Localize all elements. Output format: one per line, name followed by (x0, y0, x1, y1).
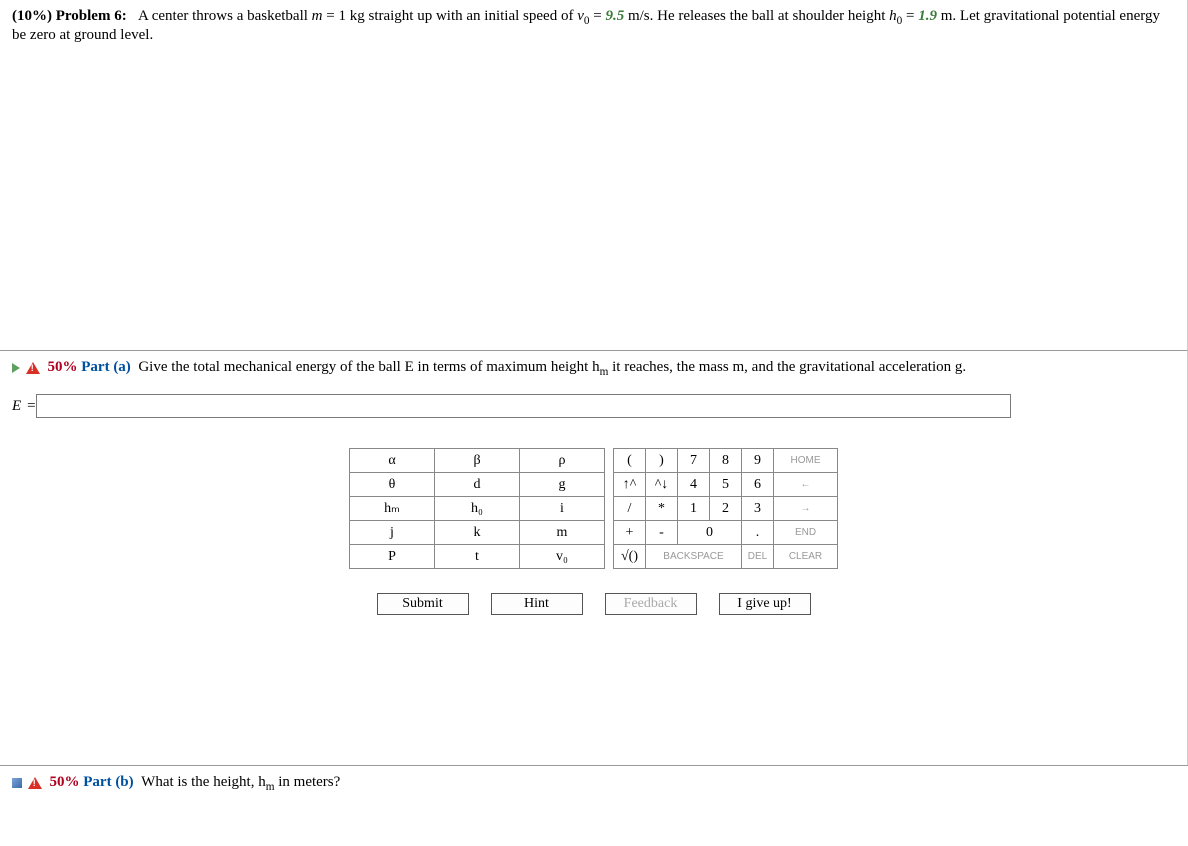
key-m[interactable]: m (520, 521, 605, 545)
key-5[interactable]: 5 (710, 473, 742, 497)
key-dot[interactable]: . (742, 521, 774, 545)
key-mul[interactable]: * (646, 497, 678, 521)
key-i[interactable]: i (520, 497, 605, 521)
key-9[interactable]: 9 (742, 449, 774, 473)
key-alpha[interactable]: α (350, 449, 435, 473)
m-eq: = 1 kg straight up with an initial speed… (323, 8, 578, 24)
key-g[interactable]: g (520, 473, 605, 497)
part-a-percent: 50% (48, 359, 78, 375)
key-up[interactable]: ↑^ (614, 473, 646, 497)
stop-icon[interactable] (12, 778, 22, 788)
key-k[interactable]: k (435, 521, 520, 545)
part-a-text2: in terms of maximum height (414, 359, 592, 375)
part-b-label: Part (b) (83, 774, 133, 790)
v-symbol: v (577, 8, 584, 24)
part-a-m: m (732, 359, 744, 375)
part-a-hm: h (592, 359, 600, 375)
warning-icon-b (28, 777, 42, 789)
part-a-text3: it reaches, the mass (608, 359, 732, 375)
key-sqrt[interactable]: √() (614, 545, 646, 569)
giveup-button[interactable]: I give up! (719, 593, 811, 615)
action-buttons: Submit Hint Feedback I give up! (0, 579, 1188, 625)
part-b-hm: h (258, 774, 266, 790)
key-end[interactable]: END (774, 521, 838, 545)
m-symbol: m (312, 8, 323, 24)
answer-input[interactable] (36, 394, 1011, 418)
key-rparen[interactable]: ) (646, 449, 678, 473)
blank-space (0, 50, 1188, 350)
key-backspace[interactable]: BACKSPACE (646, 545, 742, 569)
key-7[interactable]: 7 (678, 449, 710, 473)
key-clear[interactable]: CLEAR (774, 545, 838, 569)
feedback-button[interactable]: Feedback (605, 593, 697, 615)
h-symbol: h (889, 8, 897, 24)
key-6[interactable]: 6 (742, 473, 774, 497)
part-b-percent: 50% (50, 774, 80, 790)
play-icon[interactable] (12, 363, 20, 373)
part-b-row: 50% Part (b) What is the height, hm in m… (0, 765, 1188, 801)
keypad-wrap: αβρ θdg hₘh₀i jkm Ptv₀ ( ) 7 8 9 HOME ↑^… (0, 428, 1188, 579)
key-rho[interactable]: ρ (520, 449, 605, 473)
key-P[interactable]: P (350, 545, 435, 569)
v-eq: = (589, 8, 605, 24)
key-minus[interactable]: - (646, 521, 678, 545)
keypad: αβρ θdg hₘh₀i jkm Ptv₀ ( ) 7 8 9 HOME ↑^… (349, 448, 838, 569)
v-value: 9.5 (605, 8, 624, 24)
problem-text-1: A center throws a basketball (138, 8, 312, 24)
key-4[interactable]: 4 (678, 473, 710, 497)
problem-label: Problem 6: (56, 8, 127, 24)
problem-percent: (10%) (12, 8, 52, 24)
part-a-text1: Give the total mechanical energy of the … (138, 359, 404, 375)
key-2[interactable]: 2 (710, 497, 742, 521)
key-3[interactable]: 3 (742, 497, 774, 521)
h-eq: = (902, 8, 918, 24)
v-unit: m/s. He releases the ball at shoulder he… (624, 8, 889, 24)
answer-label: E (12, 398, 21, 415)
key-j[interactable]: j (350, 521, 435, 545)
submit-button[interactable]: Submit (377, 593, 469, 615)
key-plus[interactable]: + (614, 521, 646, 545)
key-div[interactable]: / (614, 497, 646, 521)
key-v0[interactable]: v₀ (520, 545, 605, 569)
key-right[interactable]: → (774, 497, 838, 521)
key-t[interactable]: t (435, 545, 520, 569)
variable-keys: αβρ θdg hₘh₀i jkm Ptv₀ (349, 448, 605, 569)
h-value: 1.9 (918, 8, 937, 24)
key-lparen[interactable]: ( (614, 449, 646, 473)
part-a-label: Part (a) (81, 359, 131, 375)
key-down[interactable]: ^↓ (646, 473, 678, 497)
key-home[interactable]: HOME (774, 449, 838, 473)
key-h0[interactable]: h₀ (435, 497, 520, 521)
part-b-text2: in meters? (274, 774, 340, 790)
key-d[interactable]: d (435, 473, 520, 497)
answer-row: E = (0, 384, 1188, 428)
problem-header: (10%) Problem 6: A center throws a baske… (0, 0, 1188, 50)
key-0[interactable]: 0 (678, 521, 742, 545)
key-left[interactable]: ← (774, 473, 838, 497)
key-beta[interactable]: β (435, 449, 520, 473)
key-del[interactable]: DEL (742, 545, 774, 569)
key-1[interactable]: 1 (678, 497, 710, 521)
warning-icon (26, 362, 40, 374)
key-theta[interactable]: θ (350, 473, 435, 497)
answer-equals: = (27, 398, 35, 415)
part-a-text4: , and the gravitational acceleration g. (744, 359, 966, 375)
number-keys: ( ) 7 8 9 HOME ↑^ ^↓ 4 5 6 ← / * 1 2 3 →… (613, 448, 838, 569)
part-a-row: 50% Part (a) Give the total mechanical e… (0, 350, 1188, 384)
part-b-text1: What is the height, (141, 774, 258, 790)
key-hm[interactable]: hₘ (350, 497, 435, 521)
hint-button[interactable]: Hint (491, 593, 583, 615)
key-8[interactable]: 8 (710, 449, 742, 473)
mid-spacer (0, 625, 1188, 765)
part-a-E: E (405, 359, 414, 375)
